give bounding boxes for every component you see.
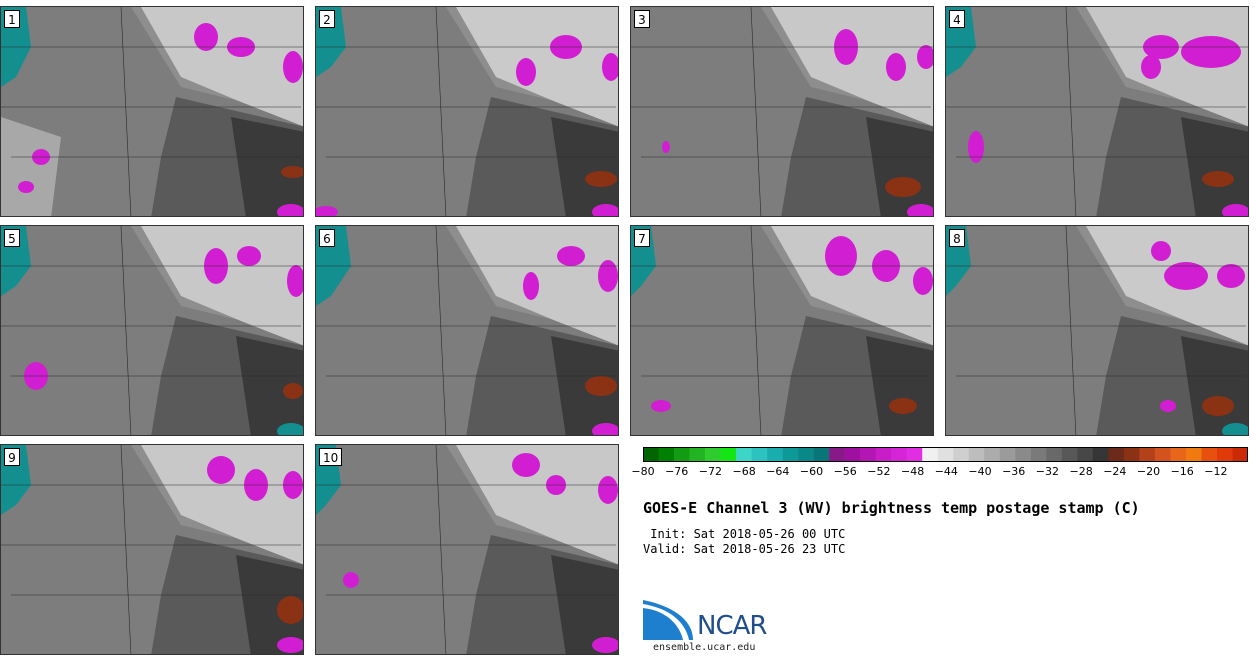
panel-number-label: 5 bbox=[4, 229, 20, 247]
colorbar-tick-label: −68 bbox=[732, 465, 756, 478]
colorbar-segment bbox=[1108, 447, 1125, 462]
ncar-logo-text: NCAR bbox=[697, 611, 767, 641]
water-vapor-map bbox=[946, 7, 1248, 216]
colorbar-tick-labels: −80 −76 −72 −68 −64 −60 −56 −52 −48 −44 −40 −36 −32−… bbox=[631, 465, 1248, 481]
panel-number-label: 1 bbox=[4, 10, 20, 28]
ensemble-member-panel: 4 bbox=[945, 6, 1249, 217]
colorbar-segment bbox=[922, 447, 939, 462]
ensemble-member-panel: 5 bbox=[0, 225, 304, 436]
ensemble-member-panel: 9 bbox=[0, 444, 304, 655]
ensemble-member-panel: 3 bbox=[630, 6, 934, 217]
colorbar-tick-label: −64 bbox=[766, 465, 790, 478]
valid-time: Valid: Sat 2018-05-26 23 UTC bbox=[643, 542, 846, 556]
panel-number-label: 2 bbox=[319, 10, 335, 28]
colorbar-segment bbox=[1216, 447, 1233, 462]
water-vapor-map bbox=[946, 226, 1248, 435]
panel-number-label: 9 bbox=[4, 448, 20, 466]
ensemble-member-panel: 1 bbox=[0, 6, 304, 217]
colorbar-segment bbox=[937, 447, 954, 462]
colorbar-segment bbox=[736, 447, 752, 462]
colorbar-segment bbox=[1061, 447, 1078, 462]
colorbar-tick-label: −60 bbox=[799, 465, 824, 478]
colorbar-segment bbox=[1123, 447, 1140, 462]
water-vapor-map bbox=[1, 226, 303, 435]
colorbar-tick-label: −48 bbox=[900, 465, 925, 478]
colorbar-segment bbox=[1015, 447, 1032, 462]
water-vapor-map bbox=[316, 7, 618, 216]
ncar-logo-icon bbox=[643, 600, 693, 640]
colorbar-tick-label: −40 bbox=[968, 465, 992, 478]
colorbar-segment bbox=[689, 447, 706, 462]
colorbar-tick-label: −16 bbox=[1170, 465, 1194, 478]
colorbar-segment bbox=[1092, 447, 1109, 462]
website-link[interactable]: ensemble.ucar.edu bbox=[653, 642, 756, 653]
product-title: GOES-E Channel 3 (WV) brightness temp po… bbox=[643, 499, 1140, 517]
colorbar-tick-label: −80 bbox=[631, 465, 655, 478]
colorbar-segment bbox=[782, 447, 799, 462]
panel-number-label: 4 bbox=[949, 10, 965, 28]
water-vapor-map bbox=[1, 445, 303, 654]
colorbar-segment bbox=[767, 447, 783, 462]
colorbar-segment bbox=[1232, 447, 1248, 462]
colorbar-tick-label: −20 bbox=[1136, 465, 1161, 478]
colorbar-border bbox=[643, 447, 1248, 462]
colorbar-segment bbox=[844, 447, 861, 462]
panel-number-label: 3 bbox=[634, 10, 650, 28]
colorbar-segment bbox=[813, 447, 830, 462]
colorbar-segment bbox=[968, 447, 985, 462]
colorbar-segment bbox=[1077, 447, 1094, 462]
colorbar-tick-label: −52 bbox=[867, 465, 891, 478]
panel-number-label: 10 bbox=[319, 448, 343, 466]
init-time: Init: Sat 2018-05-26 00 UTC bbox=[643, 527, 846, 541]
colorbar-segment bbox=[999, 447, 1016, 462]
colorbar-segment bbox=[705, 447, 721, 462]
colorbar-segment bbox=[829, 447, 845, 462]
colorbar-segment bbox=[674, 447, 690, 462]
colorbar-tick-label: −36 bbox=[1002, 465, 1026, 478]
water-vapor-map bbox=[316, 445, 618, 654]
ensemble-member-panel: 2 bbox=[315, 6, 619, 217]
colorbar-segment bbox=[906, 447, 923, 462]
colorbar-segment bbox=[658, 447, 675, 462]
ensemble-member-panel: 10 bbox=[315, 444, 619, 655]
colorbar-segment bbox=[720, 447, 737, 462]
colorbar-segment bbox=[1030, 447, 1047, 462]
colorbar-segment bbox=[891, 447, 908, 462]
colorbar-segment bbox=[751, 447, 768, 462]
panel-number-label: 8 bbox=[949, 229, 965, 247]
colorbar-segment bbox=[1170, 447, 1187, 462]
colorbar-segment bbox=[798, 447, 814, 462]
colorbar-tick-label: −72 bbox=[698, 465, 722, 478]
colorbar-segment bbox=[860, 447, 876, 462]
colorbar-segment bbox=[1185, 447, 1202, 462]
water-vapor-map bbox=[316, 226, 618, 435]
colorbar-tick-label: −12 bbox=[1204, 465, 1228, 478]
colorbar-tick-label: −76 bbox=[665, 465, 689, 478]
colorbar-segment bbox=[1201, 447, 1218, 462]
colorbar-segment bbox=[1046, 447, 1063, 462]
temperature-colorbar bbox=[643, 447, 1248, 462]
colorbar-segment bbox=[984, 447, 1001, 462]
colorbar-tick-label: −24 bbox=[1103, 465, 1127, 478]
colorbar-tick-label: −32 bbox=[1035, 465, 1059, 478]
ensemble-member-panel: 8 bbox=[945, 225, 1249, 436]
colorbar-segment bbox=[643, 447, 659, 462]
colorbar-segment bbox=[953, 447, 970, 462]
colorbar-tick-label: −28 bbox=[1069, 465, 1093, 478]
colorbar-segment bbox=[1139, 447, 1156, 462]
water-vapor-map bbox=[1, 7, 303, 216]
panel-number-label: 7 bbox=[634, 229, 650, 247]
ensemble-member-panel: 6 bbox=[315, 225, 619, 436]
panel-number-label: 6 bbox=[319, 229, 335, 247]
colorbar-segment bbox=[1154, 447, 1171, 462]
water-vapor-map bbox=[631, 7, 933, 216]
colorbar-tick-label: −56 bbox=[833, 465, 857, 478]
ensemble-member-panel: 7 bbox=[630, 225, 934, 436]
colorbar-tick-label: −44 bbox=[934, 465, 958, 478]
water-vapor-map bbox=[631, 226, 933, 435]
colorbar-segment bbox=[875, 447, 892, 462]
